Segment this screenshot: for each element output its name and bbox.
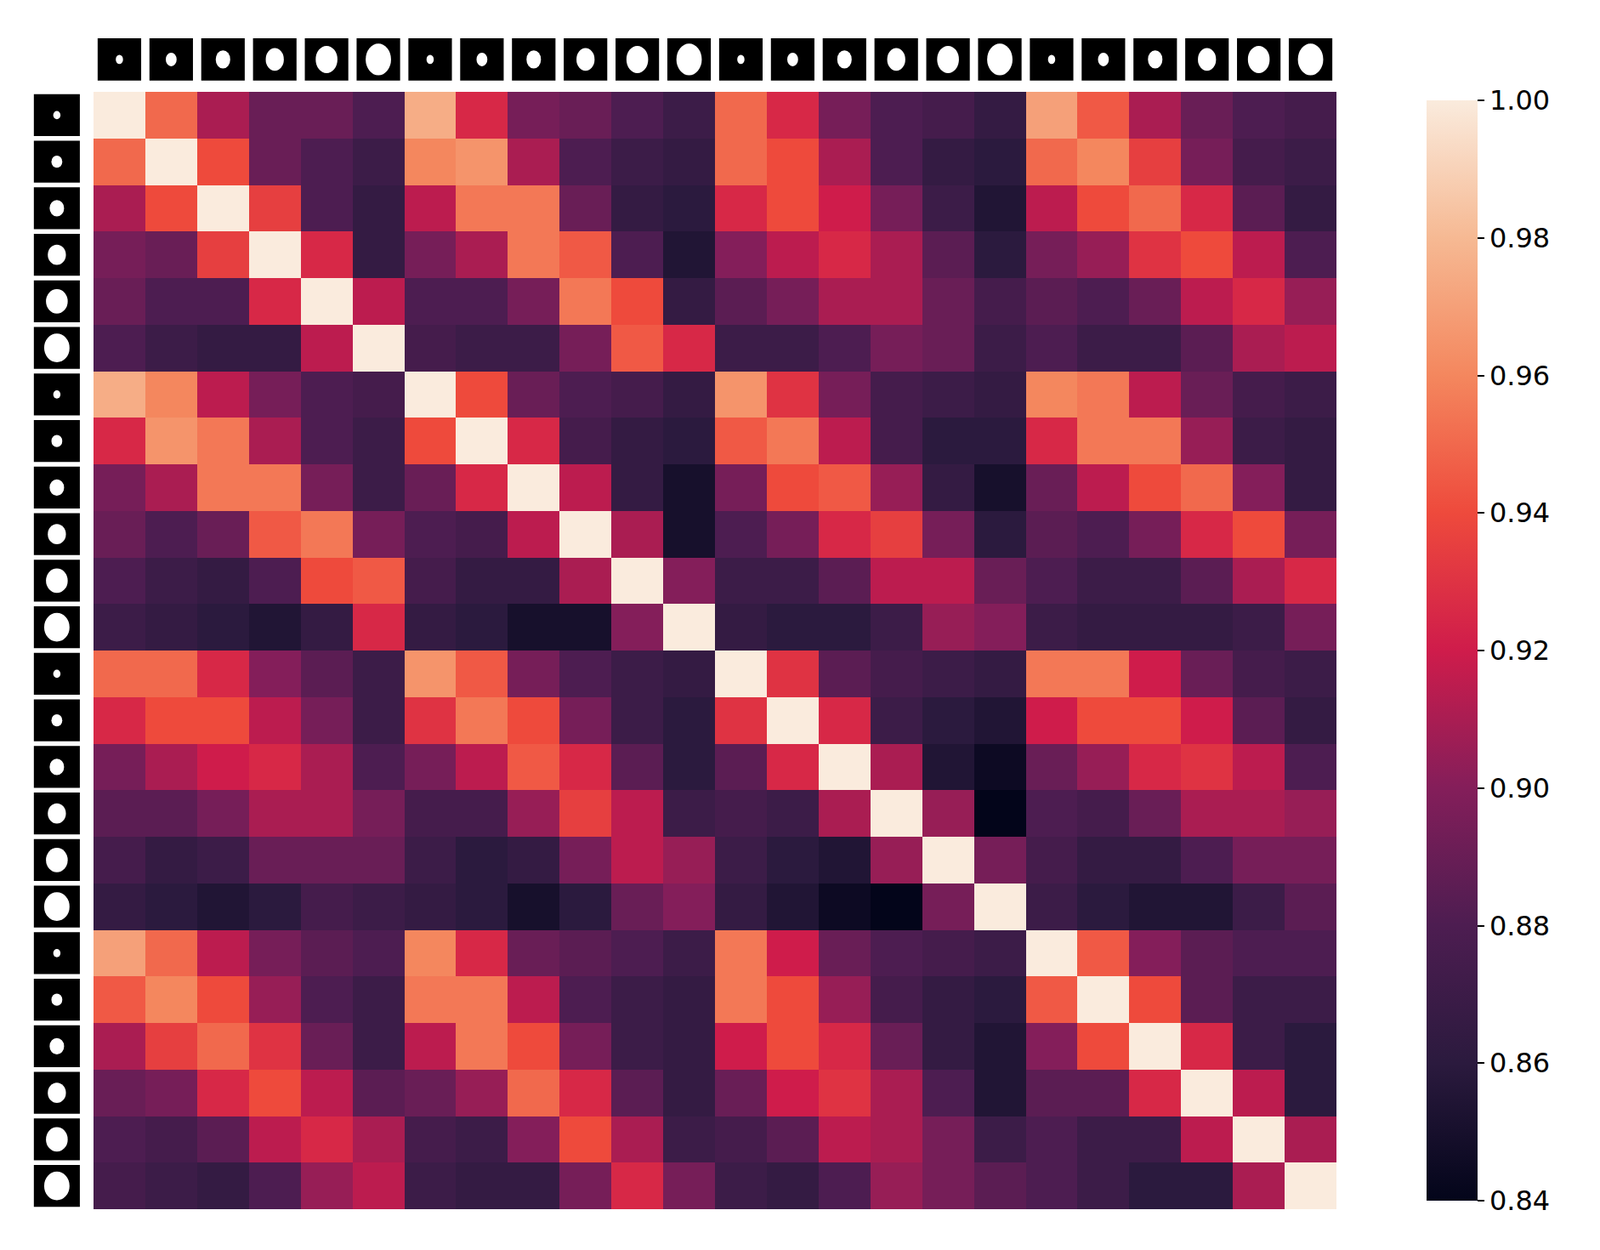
svg-text:0.92: 0.92 [1489,634,1550,667]
svg-text:0.96: 0.96 [1489,359,1550,392]
svg-text:0.94: 0.94 [1489,496,1550,529]
svg-text:1.00: 1.00 [1489,84,1550,117]
svg-text:0.88: 0.88 [1489,909,1550,942]
svg-text:0.86: 0.86 [1489,1046,1550,1079]
svg-text:0.98: 0.98 [1489,221,1550,255]
svg-text:0.90: 0.90 [1489,771,1550,805]
svg-text:0.84: 0.84 [1489,1184,1550,1217]
